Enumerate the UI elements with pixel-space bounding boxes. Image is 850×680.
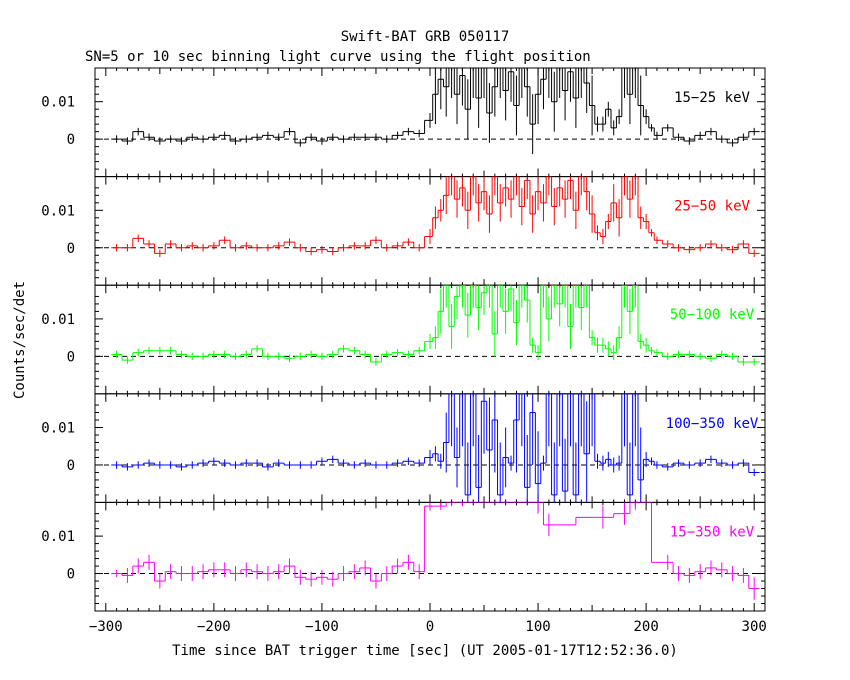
y-tick-label: 0 (67, 349, 75, 365)
series-15-350-kev (111, 502, 760, 600)
y-tick-label: 0 (67, 567, 75, 583)
panel-frame (94, 393, 766, 503)
panel-15-25-kev: 0 0.01 15−25 keV (41, 67, 766, 178)
x-tick-label: 200 (633, 619, 658, 635)
y-tick-label: 0.01 (41, 529, 75, 545)
series-100-350-kev (111, 393, 760, 503)
x-tick-label: 300 (742, 619, 767, 635)
panel-100-350-kev: 0 0.01 100−350 keV (41, 393, 766, 503)
chart-subtitle: SN=5 or 10 sec binning light curve using… (85, 49, 591, 65)
series-25-50-kev (111, 176, 760, 258)
x-tick-label: −100 (305, 619, 339, 635)
chart-title: Swift-BAT GRB 050117 (341, 29, 510, 45)
x-tick-label: 0 (426, 619, 434, 635)
series-15-25-kev (111, 68, 760, 155)
panel-frame (94, 501, 766, 612)
panel-25-50-kev: 0 0.01 25−50 keV (41, 176, 766, 286)
x-axis-label: Time since BAT trigger time [sec] (UT 20… (172, 643, 678, 659)
panel-stack: 0 0.01 15−25 keV 0 0.01 25−50 keV 0 0.01 50−100 … (41, 67, 767, 635)
y-tick-label: 0.01 (41, 421, 75, 437)
band-label: 100−350 keV (666, 416, 759, 432)
y-tick-label: 0.01 (41, 95, 75, 111)
band-label: 15−25 keV (674, 90, 750, 106)
y-axis-label: Counts/sec/det (12, 281, 28, 399)
y-tick-label: 0 (67, 132, 75, 148)
y-tick-label: 0.01 (41, 203, 75, 219)
band-label: 25−50 keV (674, 199, 750, 215)
y-tick-label: 0.01 (41, 312, 75, 328)
series-50-100-kev (111, 285, 760, 366)
band-label: 15−350 keV (670, 524, 755, 540)
y-tick-label: 0 (67, 241, 75, 257)
panel-50-100-kev: 0 0.01 50−100 keV (41, 284, 766, 395)
x-tick-label: −300 (89, 619, 123, 635)
y-tick-label: 0 (67, 458, 75, 474)
panel-15-350-kev: 0 0.01 15−350 keV (41, 501, 766, 612)
x-tick-label: −200 (197, 619, 231, 635)
x-tick-label: 100 (525, 619, 550, 635)
band-label: 50−100 keV (670, 307, 755, 323)
